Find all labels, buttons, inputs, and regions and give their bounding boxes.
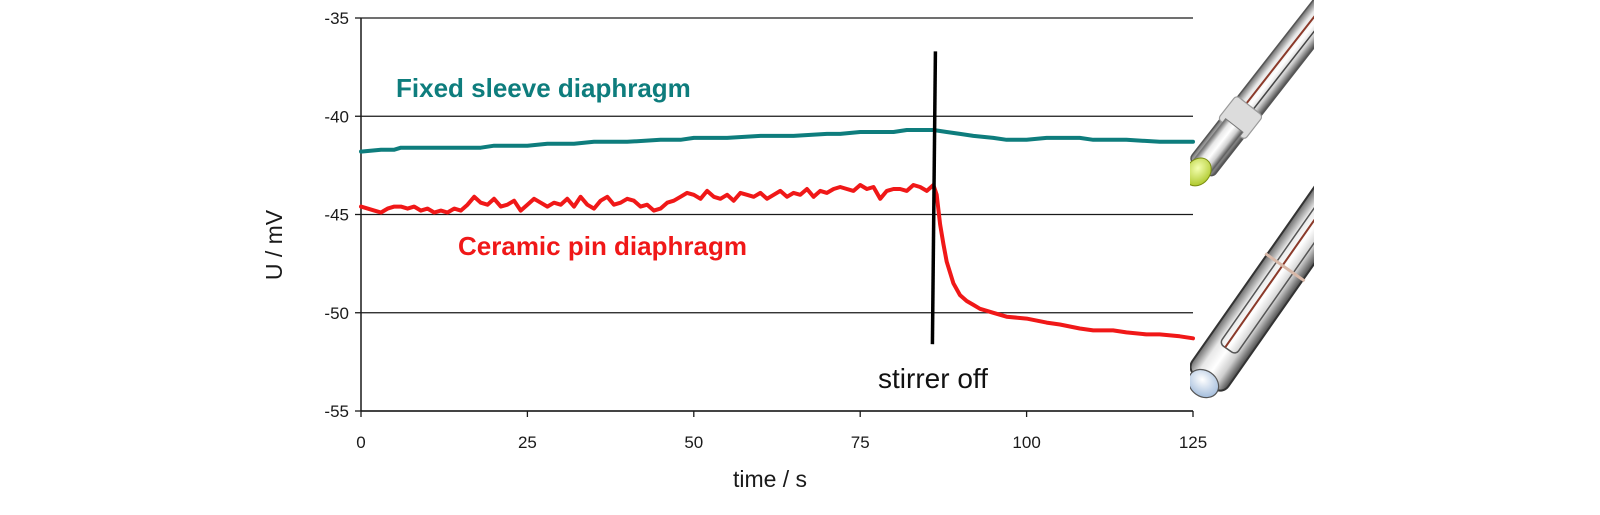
electrode-illustration-upper xyxy=(1190,0,1314,187)
series-label-fixed-sleeve: Fixed sleeve diaphragm xyxy=(396,73,691,103)
x-tick-label: 25 xyxy=(518,433,537,452)
x-tick-label: 125 xyxy=(1179,433,1207,452)
series-lines xyxy=(359,128,1195,341)
stirrer-off-annotation: stirrer off xyxy=(878,363,988,394)
x-tick-label: 100 xyxy=(1012,433,1040,452)
y-tick-label: -50 xyxy=(324,304,349,323)
y-axis-title: U / mV xyxy=(261,209,287,280)
x-axis-title: time / s xyxy=(733,466,807,492)
electrode-illustration-lower xyxy=(1190,126,1314,399)
y-tick-label: -40 xyxy=(324,107,349,126)
series-label-ceramic-pin: Ceramic pin diaphragm xyxy=(458,231,747,261)
series-line-fixed-sleeve xyxy=(359,128,1195,154)
x-tick-label: 50 xyxy=(684,433,703,452)
y-tick-label: -45 xyxy=(324,206,349,225)
x-tick-label: 0 xyxy=(356,433,365,452)
stirrer-off-marker-line xyxy=(930,51,938,345)
series-line-ceramic-pin xyxy=(359,183,1195,341)
axis-ticks: -35 -40 -45 -50 -55 0 25 50 75 100 125 xyxy=(324,9,1207,452)
y-tick-label: -35 xyxy=(324,9,349,28)
y-tick-label: -55 xyxy=(324,402,349,421)
x-tick-label: 75 xyxy=(851,433,870,452)
